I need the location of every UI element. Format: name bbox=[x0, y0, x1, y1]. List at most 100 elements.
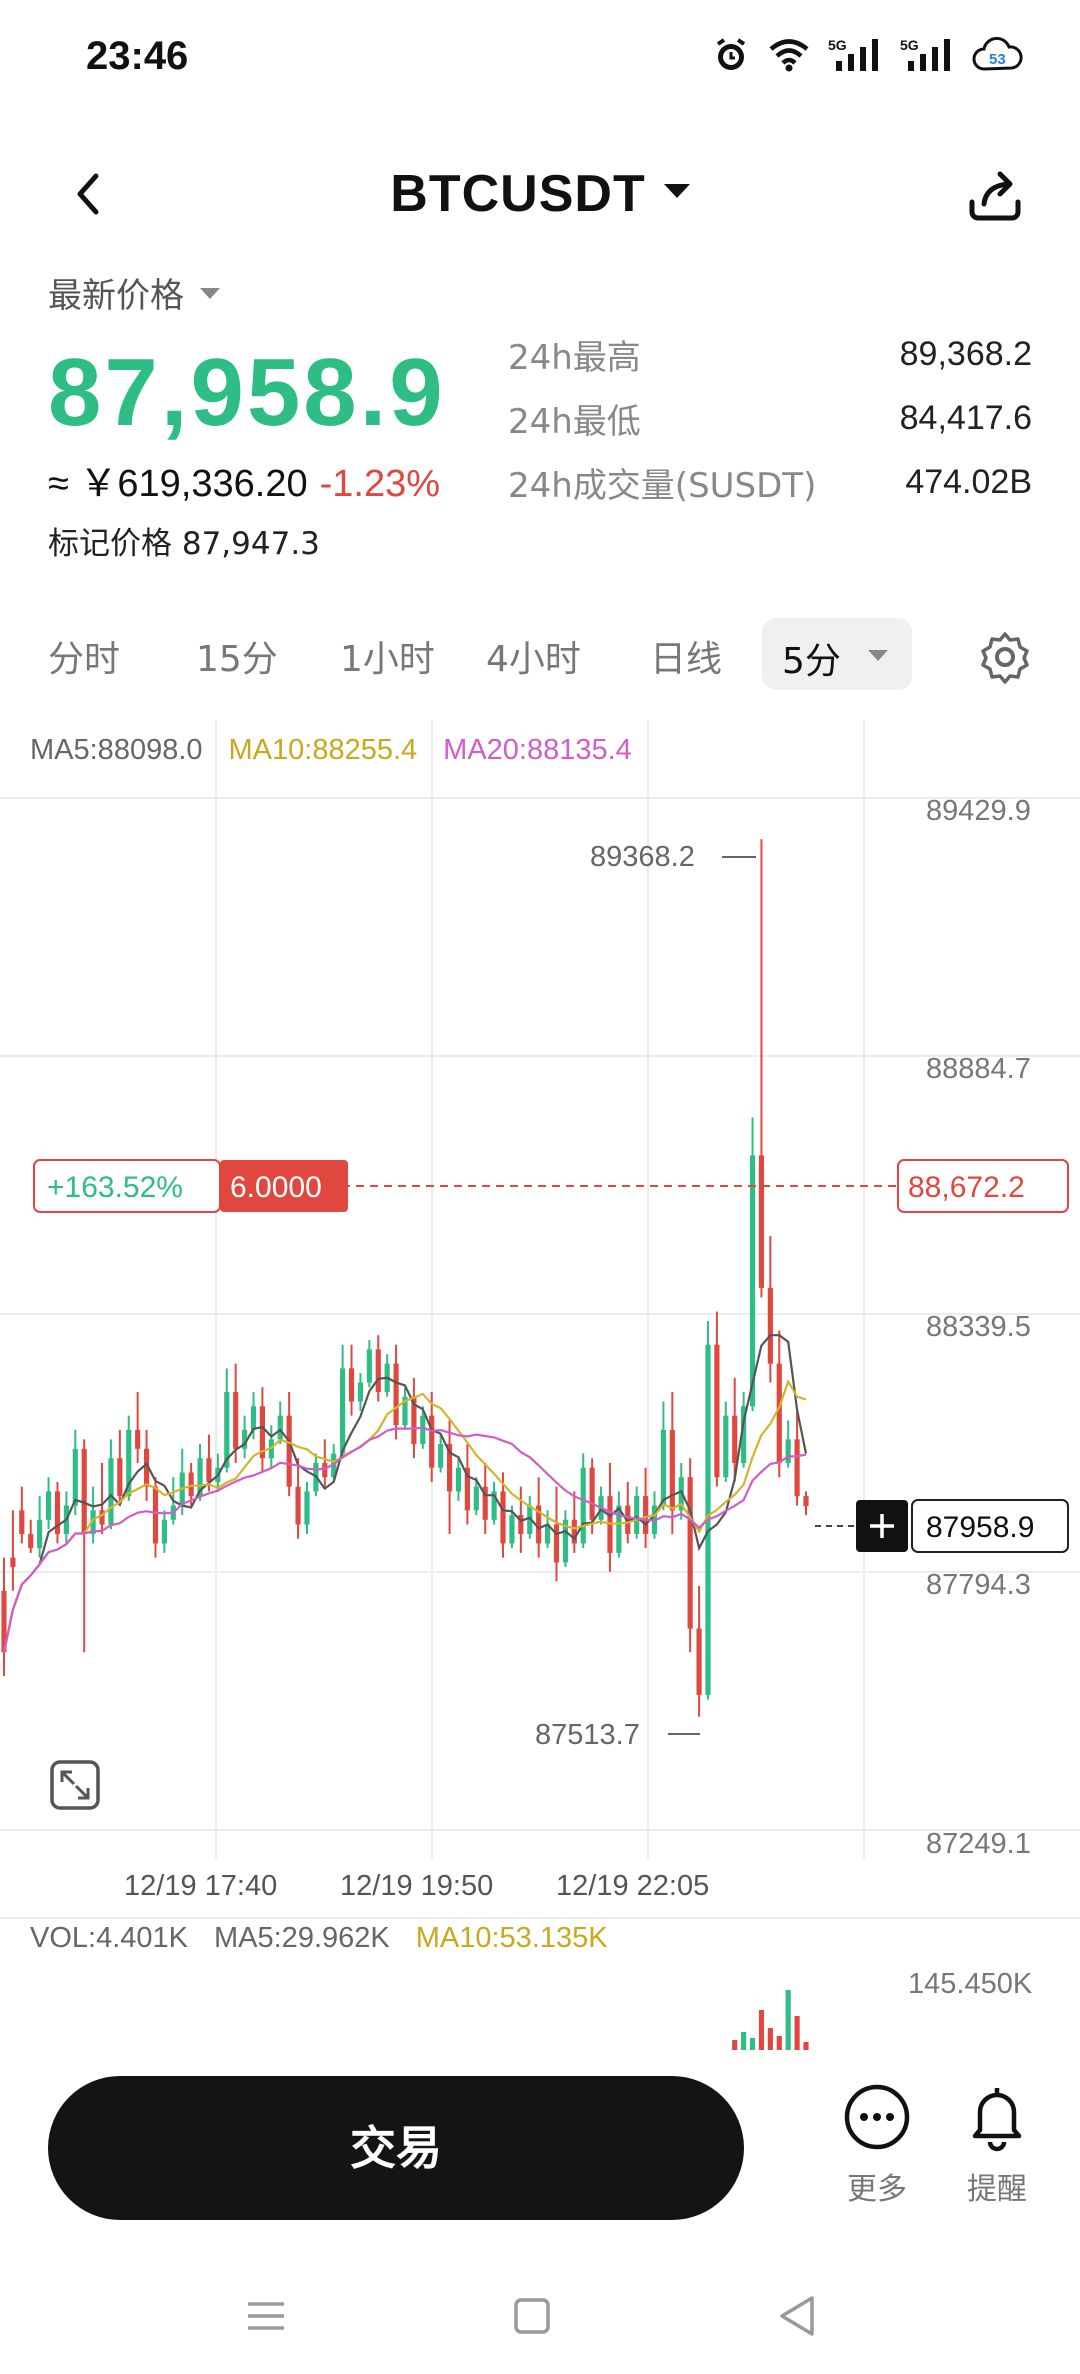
candle-body bbox=[411, 1396, 417, 1445]
ma10-legend: MA10:88255.4 bbox=[228, 734, 418, 766]
ma-legend: MA5:88098.0 MA10:88255.4 MA20:88135.4 bbox=[30, 734, 658, 767]
tab-15m[interactable]: 15分 bbox=[196, 639, 278, 680]
candle-body bbox=[393, 1363, 399, 1426]
home-button[interactable] bbox=[502, 2286, 562, 2346]
candles bbox=[1, 839, 809, 1717]
x-tick-label: 12/19 19:50 bbox=[340, 1870, 493, 1902]
vol-ma5: MA5:29.962K bbox=[214, 1922, 390, 1954]
volume-bar bbox=[758, 2010, 765, 2050]
share-button[interactable] bbox=[960, 160, 1030, 230]
candle-body bbox=[233, 1392, 239, 1449]
share-icon bbox=[969, 171, 1021, 221]
candle-body bbox=[580, 1467, 586, 1544]
ma5-line bbox=[2, 1334, 808, 1653]
more-label: 更多 bbox=[847, 2172, 907, 2207]
candle-body bbox=[553, 1524, 560, 1563]
candle-body bbox=[509, 1515, 515, 1544]
status-bar: 23:46 5G 5G 53 bbox=[0, 0, 1080, 110]
tab-daily[interactable]: 日线 bbox=[650, 639, 723, 680]
more-button[interactable]: 更多 bbox=[822, 2082, 932, 2208]
candle-body bbox=[54, 1491, 61, 1534]
candle-body bbox=[758, 1155, 765, 1288]
candle-body bbox=[304, 1491, 310, 1525]
volume-bar bbox=[732, 2040, 738, 2050]
chart-grid bbox=[0, 720, 1080, 1919]
candle-body bbox=[687, 1477, 693, 1629]
net-label: 5G bbox=[828, 37, 847, 53]
candle-body bbox=[643, 1496, 649, 1534]
kline-chart[interactable]: 89368.2 87513.7 +163.52% 6.0000 88,672.2… bbox=[0, 720, 1080, 2050]
trade-button[interactable]: 交易 bbox=[48, 2076, 744, 2220]
stat-row-high: 24h最高 89,368.2 bbox=[508, 322, 1032, 386]
position-price-box bbox=[897, 1159, 1069, 1213]
y-tick-label: 89429.9 bbox=[926, 795, 1031, 827]
candle-body bbox=[473, 1486, 479, 1511]
net-label: 5G bbox=[900, 37, 919, 53]
y-tick-label: 87794.3 bbox=[926, 1569, 1031, 1601]
candle-body bbox=[135, 1429, 141, 1449]
candle-body bbox=[767, 1287, 773, 1364]
candle-body bbox=[152, 1486, 159, 1544]
tab-4h[interactable]: 4小时 bbox=[486, 639, 581, 680]
recents-button[interactable] bbox=[236, 2286, 296, 2346]
stat-label: 24h最低 bbox=[508, 401, 641, 442]
volume-bar bbox=[785, 1990, 791, 2050]
ma20-legend: MA20:88135.4 bbox=[443, 734, 632, 766]
header: BTCUSDT bbox=[0, 150, 1080, 240]
stat-row-low: 24h最低 84,417.6 bbox=[508, 386, 1032, 450]
candle-body bbox=[72, 1448, 78, 1506]
position-size-box bbox=[220, 1160, 348, 1212]
back-button[interactable] bbox=[62, 162, 122, 226]
position-badge[interactable]: +163.52% 6.0000 bbox=[33, 1159, 348, 1213]
caret-down-icon bbox=[663, 184, 690, 199]
caret-down-icon bbox=[868, 650, 888, 661]
alarm-icon bbox=[716, 38, 746, 70]
cny-price-line: ≈ ￥619,336.20 -1.23% bbox=[48, 452, 440, 507]
chart-settings-button[interactable] bbox=[978, 630, 1032, 684]
back-nav-button[interactable] bbox=[768, 2286, 828, 2346]
position-price-tag: 88,672.2 bbox=[908, 1171, 1025, 1204]
pair-selector[interactable]: BTCUSDT bbox=[0, 164, 1080, 224]
timeframe-tabs: 分时 15分 1小时 4小时 日线 5分 bbox=[0, 612, 1080, 698]
stat-label: 24h最高 bbox=[508, 337, 641, 378]
alert-button[interactable]: 提醒 bbox=[942, 2082, 1052, 2208]
price-type-selector[interactable]: 最新价格 bbox=[48, 268, 220, 317]
kline-chart-area[interactable]: MA5:88098.0 MA10:88255.4 MA20:88135.4 8936… bbox=[0, 720, 1080, 2050]
candle-body bbox=[776, 1363, 782, 1463]
stat-value: 89,368.2 bbox=[899, 334, 1032, 373]
candle-body bbox=[785, 1439, 791, 1463]
candle-body bbox=[536, 1505, 542, 1544]
candle-body bbox=[420, 1415, 426, 1445]
fullscreen-button[interactable] bbox=[50, 1760, 100, 1810]
vol-ma10: MA10:53.135K bbox=[415, 1922, 608, 1954]
candle-body bbox=[794, 1439, 800, 1497]
low-marker-label: 87513.7 bbox=[535, 1719, 640, 1751]
add-order-button[interactable] bbox=[856, 1500, 908, 1552]
tab-timeshare[interactable]: 分时 bbox=[48, 639, 121, 680]
5g-signal-icon: 5G bbox=[828, 37, 878, 71]
candle-body bbox=[544, 1524, 551, 1544]
candle-body bbox=[669, 1429, 675, 1511]
candle-body bbox=[732, 1415, 738, 1463]
back-arrow-icon bbox=[77, 173, 99, 215]
candle-body bbox=[429, 1415, 435, 1468]
price-type-label: 最新价格 bbox=[48, 276, 184, 316]
candle-body bbox=[723, 1415, 729, 1478]
candle-body bbox=[277, 1415, 283, 1440]
candle-body bbox=[446, 1444, 453, 1492]
tab-5m-label: 5分 bbox=[782, 641, 841, 682]
gear-icon bbox=[981, 632, 1029, 684]
tab-1h[interactable]: 1小时 bbox=[340, 639, 435, 680]
trade-bar: 交易 更多 提醒 bbox=[0, 2070, 1080, 2250]
mark-price: 标记价格 87,947.3 bbox=[48, 526, 320, 562]
ma-lines bbox=[2, 1334, 808, 1653]
current-price-tag: 87958.9 bbox=[926, 1511, 1034, 1544]
volume-bar bbox=[741, 2032, 747, 2050]
candle-body bbox=[126, 1429, 132, 1497]
cny-value: ≈ ￥619,336.20 bbox=[48, 463, 308, 505]
candle-body bbox=[500, 1491, 506, 1544]
candle-body bbox=[660, 1429, 667, 1506]
candle-body bbox=[250, 1406, 257, 1430]
tab-5m-selector[interactable]: 5分 bbox=[762, 618, 912, 690]
candle-body bbox=[224, 1392, 230, 1468]
